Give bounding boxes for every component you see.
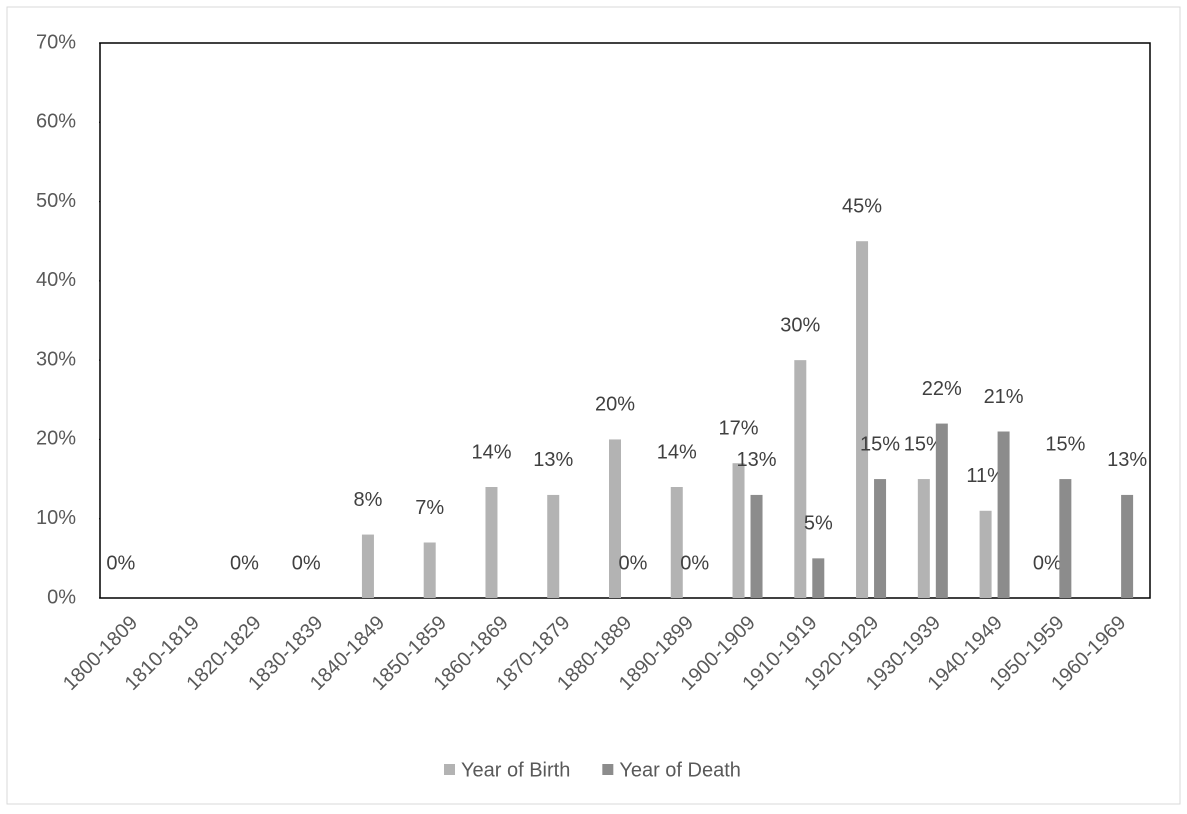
bar <box>732 463 745 598</box>
legend-label: Year of Birth <box>461 759 570 781</box>
value-label: 17% <box>719 417 759 439</box>
bar <box>979 510 992 598</box>
value-label: 21% <box>984 386 1024 408</box>
value-label: 13% <box>1107 449 1147 471</box>
legend-swatch <box>444 764 455 775</box>
bar <box>1059 479 1072 598</box>
bar <box>997 431 1010 598</box>
value-label: 0% <box>1033 552 1062 574</box>
bar <box>794 360 807 598</box>
bar <box>423 542 436 598</box>
bar <box>361 534 374 598</box>
bar <box>670 487 683 598</box>
y-tick-label: 20% <box>36 428 76 450</box>
value-label: 30% <box>780 314 820 336</box>
value-label: 15% <box>904 433 944 455</box>
y-tick-label: 40% <box>36 269 76 291</box>
value-label: 11% <box>966 465 1005 487</box>
chart-frame <box>6 6 1181 805</box>
value-label: 7% <box>415 497 444 519</box>
value-label: 15% <box>860 433 900 455</box>
bar <box>917 479 930 598</box>
value-label: 14% <box>657 441 697 463</box>
bar <box>856 241 869 598</box>
y-tick-label: 70% <box>36 31 76 53</box>
value-label: 22% <box>922 378 962 400</box>
bar <box>1121 494 1134 598</box>
bar <box>935 423 948 598</box>
value-label: 5% <box>804 513 833 535</box>
bar <box>547 494 560 598</box>
value-label: 20% <box>595 394 635 416</box>
value-label: 0% <box>680 552 709 574</box>
bar <box>609 439 621 598</box>
legend-swatch <box>602 764 614 775</box>
value-label: 0% <box>619 552 648 574</box>
bar <box>874 479 887 598</box>
legend-label: Year of Death <box>619 759 741 781</box>
value-label: 0% <box>292 552 321 574</box>
y-tick-label: 0% <box>47 586 76 608</box>
value-label: 13% <box>737 449 777 471</box>
bar <box>812 558 825 598</box>
bar <box>750 494 763 598</box>
y-tick-label: 30% <box>36 348 76 370</box>
value-label: 13% <box>533 449 573 471</box>
bar <box>485 487 498 598</box>
value-label: 0% <box>106 552 135 574</box>
value-label: 45% <box>842 195 882 217</box>
y-tick-label: 10% <box>36 507 76 529</box>
value-label: 8% <box>353 489 382 511</box>
value-label: 0% <box>230 552 259 574</box>
value-label: 14% <box>471 441 511 463</box>
plot-frame <box>99 42 1151 599</box>
value-label: 15% <box>1045 433 1085 455</box>
y-tick-label: 60% <box>36 111 76 133</box>
y-tick-label: 50% <box>36 190 76 212</box>
